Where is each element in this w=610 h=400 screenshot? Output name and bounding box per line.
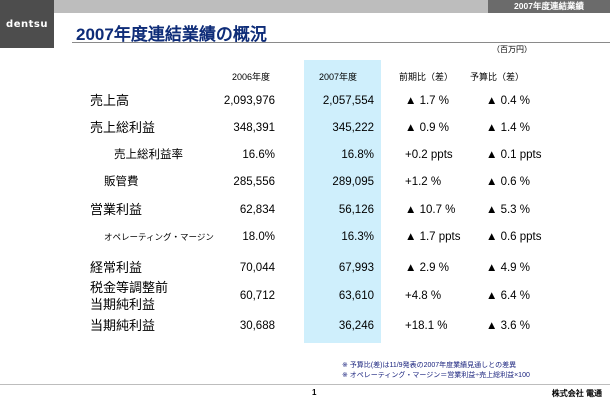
value-2006: 16.6% — [242, 149, 275, 161]
value-2007: 67,993 — [338, 262, 374, 274]
fy2007-column-highlight — [304, 60, 381, 343]
value-2006: 70,044 — [239, 262, 275, 274]
row-label: 営業利益 — [90, 202, 143, 217]
value-2007: 36,246 — [338, 320, 374, 332]
row-label: 販管費 — [104, 176, 139, 188]
row-label: 売上総利益 — [90, 120, 156, 135]
value-vs-forecast: ▲ 3.6 % — [486, 320, 530, 332]
value-2006: 62,834 — [239, 204, 275, 216]
value-vs-forecast: ▲ 1.4 % — [486, 122, 530, 134]
footer-rule — [0, 384, 610, 385]
value-yoy: +18.1 % — [405, 320, 448, 332]
value-vs-forecast: ▲ 0.4 % — [486, 95, 530, 107]
value-2007: 16.3% — [341, 231, 374, 243]
value-vs-forecast: ▲ 0.1 ppts — [486, 149, 542, 161]
value-yoy: ▲ 0.9 % — [405, 122, 449, 134]
value-2007: 16.8% — [341, 149, 374, 161]
table-row: 当期純利益 30,688 36,246 +18.1 % ▲ 3.6 % — [0, 316, 610, 336]
value-2007: 63,610 — [338, 290, 374, 302]
top-bar — [54, 0, 610, 13]
row-label-line2: 当期純利益 — [90, 297, 156, 312]
footnote-operating-margin: ※ オペレーティング・マージン＝営業利益÷売上総利益×100 — [342, 372, 530, 379]
table-row: 税金等調整前 当期純利益 60,712 63,610 +4.8 % ▲ 6.4 … — [0, 280, 610, 314]
value-2007: 289,095 — [332, 176, 374, 188]
value-vs-forecast: ▲ 6.4 % — [486, 290, 530, 302]
row-label: 売上高 — [90, 93, 130, 108]
table-row: 売上総利益 348,391 345,222 ▲ 0.9 % ▲ 1.4 % — [0, 118, 610, 138]
row-label: 売上総利益率 — [114, 149, 183, 161]
value-yoy: +1.2 % — [405, 176, 442, 188]
row-label: 経常利益 — [90, 260, 143, 275]
column-header-vs-forecast: 予算比（差） — [470, 72, 525, 82]
footnotes: ※ 予算比(差)は11/9発表の2007年度業績見通しとの差異 ※ オペレーティ… — [342, 361, 530, 381]
company-name: 株式会社 電通 — [551, 389, 602, 398]
value-2006: 285,556 — [233, 176, 275, 188]
value-yoy: +0.2 ppts — [405, 149, 453, 161]
value-vs-forecast: ▲ 5.3 % — [486, 204, 530, 216]
value-vs-forecast: ▲ 4.9 % — [486, 262, 530, 274]
table-row: オペレーティング・マージン 18.0% 16.3% ▲ 1.7 ppts ▲ 0… — [0, 227, 610, 247]
title-underline — [72, 42, 610, 43]
table-row: 経常利益 70,044 67,993 ▲ 2.9 % ▲ 4.9 % — [0, 258, 610, 278]
value-2007: 345,222 — [332, 122, 374, 134]
value-vs-forecast: ▲ 0.6 ppts — [486, 231, 542, 243]
value-2006: 2,093,976 — [223, 95, 275, 107]
header-section-label: 2007年度連結業績 — [488, 0, 610, 13]
column-header-yoy: 前期比（差） — [399, 72, 454, 82]
value-2006: 348,391 — [233, 122, 275, 134]
table-row: 販管費 285,556 289,095 +1.2 % ▲ 0.6 % — [0, 172, 610, 192]
table-row: 売上総利益率 16.6% 16.8% +0.2 ppts ▲ 0.1 ppts — [0, 145, 610, 165]
unit-label: （百万円） — [492, 45, 532, 54]
column-header-2006: 2006年度 — [232, 72, 271, 82]
value-2007: 56,126 — [338, 204, 374, 216]
value-vs-forecast: ▲ 0.6 % — [486, 176, 530, 188]
row-label: オペレーティング・マージン — [104, 232, 214, 242]
value-yoy: ▲ 2.9 % — [405, 262, 449, 274]
row-label-line1: 税金等調整前 — [90, 280, 169, 295]
value-yoy: ▲ 10.7 % — [405, 204, 456, 216]
value-2006: 60,712 — [239, 290, 275, 302]
row-label: 当期純利益 — [90, 318, 156, 333]
table-row: 営業利益 62,834 56,126 ▲ 10.7 % ▲ 5.3 % — [0, 200, 610, 220]
value-2006: 18.0% — [242, 231, 275, 243]
page-number: 1 — [312, 388, 317, 397]
footnote-forecast: ※ 予算比(差)は11/9発表の2007年度業績見通しとの差異 — [342, 362, 517, 369]
value-yoy: ▲ 1.7 ppts — [405, 231, 461, 243]
value-yoy: +4.8 % — [405, 290, 442, 302]
value-yoy: ▲ 1.7 % — [405, 95, 449, 107]
value-2006: 30,688 — [239, 320, 275, 332]
value-2007: 2,057,554 — [322, 95, 374, 107]
column-header-2007: 2007年度 — [319, 72, 358, 82]
dentsu-logo: dentsu — [0, 0, 54, 48]
table-row: 売上高 2,093,976 2,057,554 ▲ 1.7 % ▲ 0.4 % — [0, 91, 610, 111]
page-title: 2007年度連結業績の概況 — [76, 25, 267, 44]
